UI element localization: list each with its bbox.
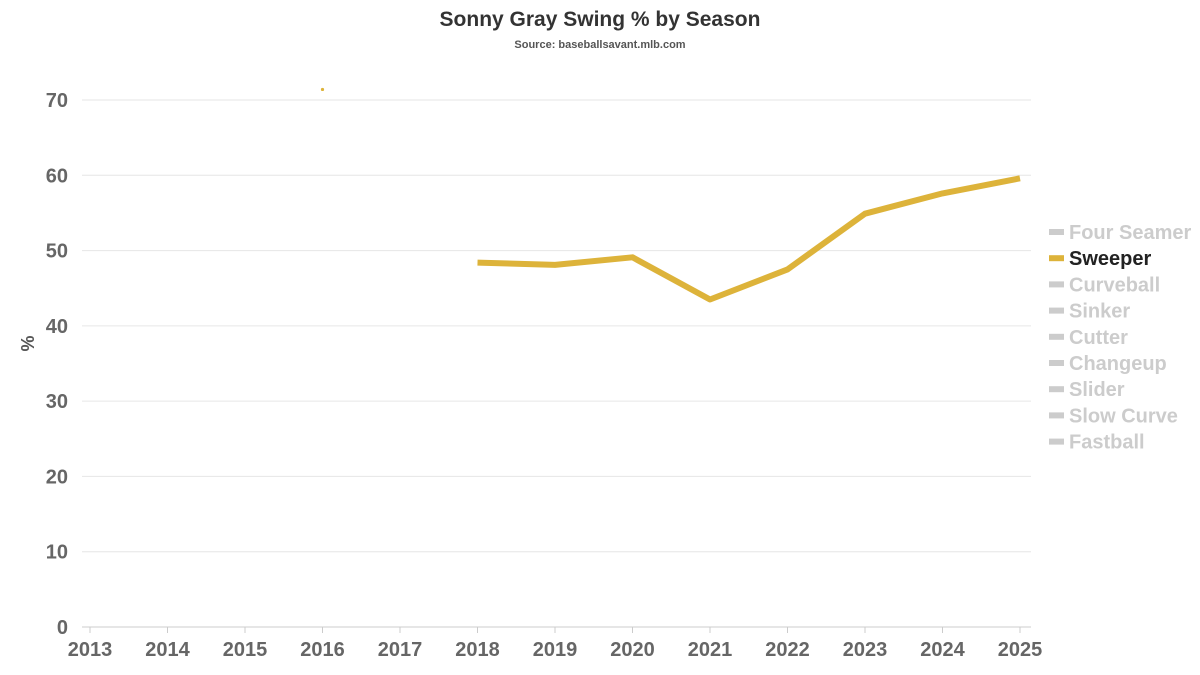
y-axis-label: % — [18, 335, 38, 351]
legend-label: Sweeper — [1069, 248, 1151, 270]
x-tick-label: 2016 — [300, 639, 345, 661]
y-tick-label: 10 — [46, 542, 68, 564]
legend-swatch — [1049, 386, 1064, 393]
x-tick-label: 2018 — [455, 639, 500, 661]
y-tick-label: 30 — [46, 391, 68, 413]
legend-label: Fastball — [1069, 432, 1145, 454]
legend-label: Slow Curve — [1069, 405, 1178, 427]
y-tick-label: 70 — [46, 90, 68, 112]
x-tick-label: 2014 — [145, 639, 190, 661]
x-tick-label: 2021 — [688, 639, 733, 661]
x-tick-label: 2022 — [765, 639, 810, 661]
series-line — [477, 175, 1021, 303]
legend-label: Cutter — [1069, 327, 1128, 349]
x-tick-label: 2023 — [843, 639, 888, 661]
legend-swatch — [1049, 281, 1064, 288]
y-tick-label: 20 — [46, 466, 68, 488]
y-tick-label: 0 — [57, 617, 68, 639]
legend-swatch — [1049, 333, 1064, 340]
legend-swatch — [1049, 360, 1064, 366]
x-tick-label: 2015 — [223, 639, 268, 661]
legend-swatch — [1049, 229, 1064, 235]
y-tick-label: 40 — [46, 316, 68, 338]
legend-label: Sinker — [1069, 301, 1130, 323]
legend-swatch — [1049, 307, 1064, 314]
x-tick-label: 2025 — [998, 639, 1043, 661]
legend-label: Curveball — [1069, 274, 1160, 296]
x-tick-label: 2024 — [920, 639, 965, 661]
chart-title: Sonny Gray Swing % by Season — [439, 8, 761, 31]
legend-label: Four Seamer — [1069, 222, 1191, 244]
legend-swatch — [1049, 255, 1064, 262]
x-tick-label: 2020 — [610, 639, 655, 661]
legend-swatch — [1049, 412, 1064, 419]
legend-label: Changeup — [1069, 353, 1167, 375]
series-point — [320, 87, 325, 92]
x-tick-label: 2017 — [378, 639, 423, 661]
x-tick-label: 2019 — [533, 639, 578, 661]
legend-swatch — [1049, 438, 1064, 445]
legend-label: Slider — [1069, 379, 1125, 401]
y-tick-label: 50 — [46, 241, 68, 263]
chart-subtitle: Source: baseballsavant.mlb.com — [514, 39, 686, 51]
y-tick-label: 60 — [46, 165, 68, 187]
x-tick-label: 2013 — [68, 639, 113, 661]
